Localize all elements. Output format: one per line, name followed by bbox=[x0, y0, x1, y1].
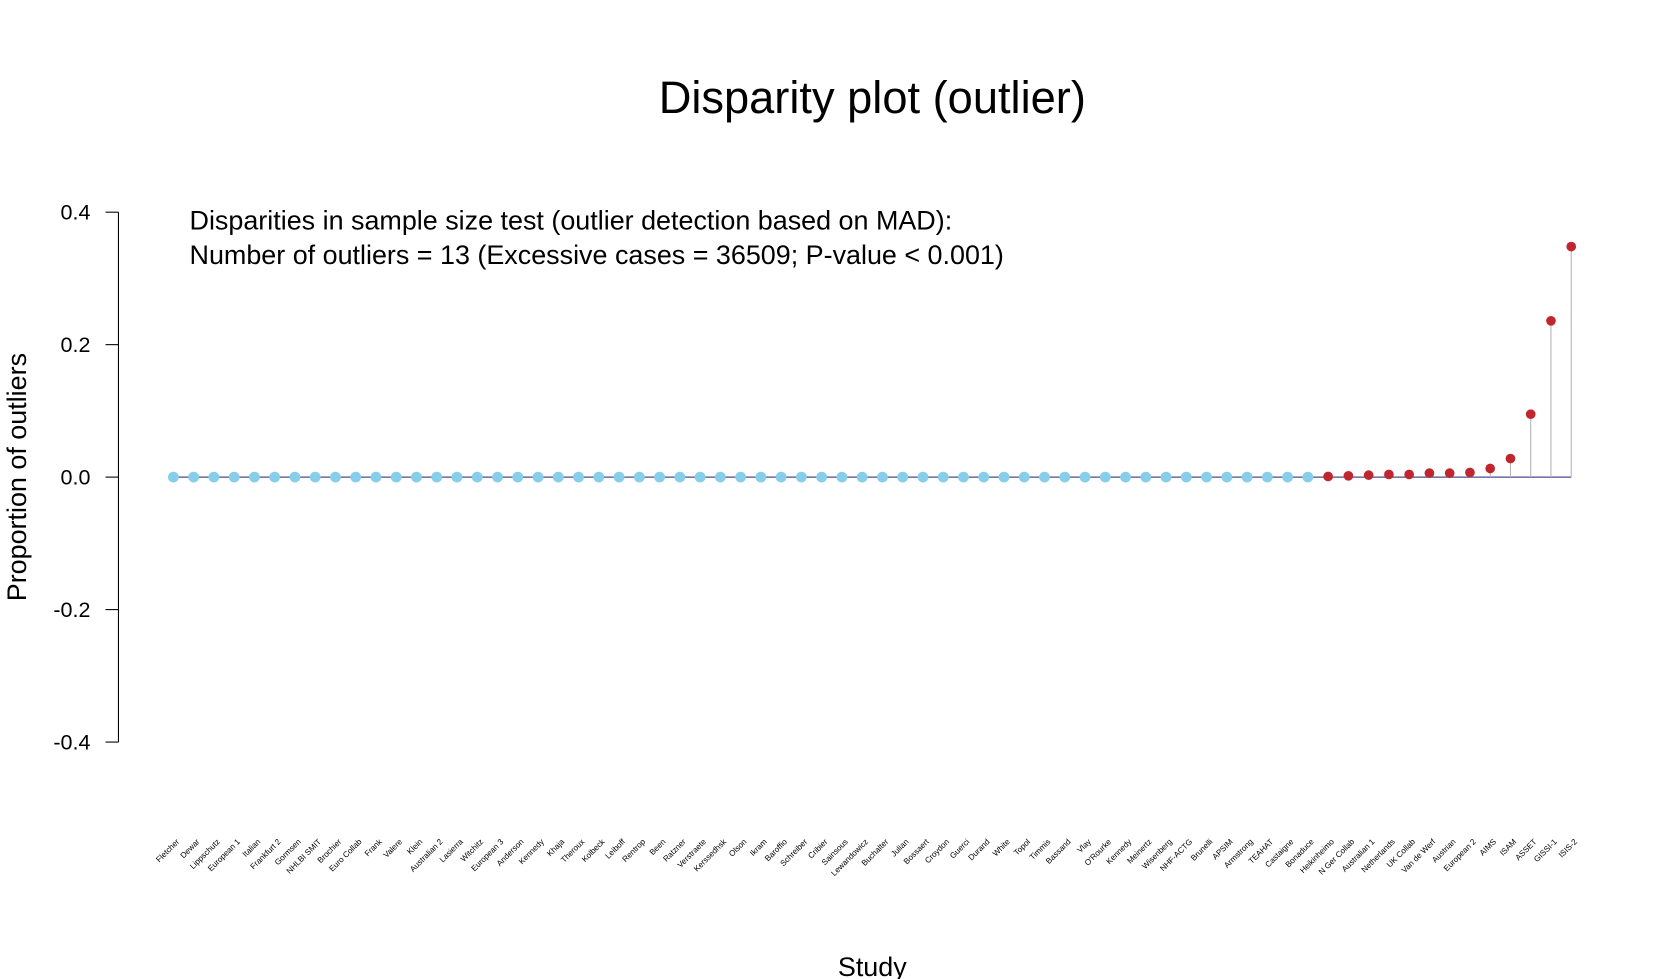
point bbox=[1201, 471, 1212, 483]
point bbox=[1180, 471, 1192, 483]
x-tick-label: Durand bbox=[967, 837, 992, 862]
point bbox=[431, 471, 443, 483]
x-tick-label: Kolbeck bbox=[580, 837, 607, 864]
point bbox=[1302, 471, 1314, 483]
point bbox=[1505, 453, 1516, 464]
point bbox=[897, 471, 909, 483]
point bbox=[1099, 471, 1111, 483]
point bbox=[168, 471, 179, 483]
point bbox=[269, 471, 281, 483]
point bbox=[755, 471, 767, 483]
point bbox=[1140, 471, 1152, 483]
point bbox=[289, 471, 301, 483]
point bbox=[1039, 471, 1050, 483]
point bbox=[309, 471, 321, 483]
y-tick-label: -0.4 bbox=[53, 731, 90, 755]
y-axis-label: Proportion of outliers bbox=[2, 353, 32, 601]
point bbox=[654, 471, 665, 483]
point bbox=[330, 471, 341, 483]
x-tick-label: ISIS-2 bbox=[1557, 837, 1580, 860]
x-tick-label: Brunelli bbox=[1189, 837, 1215, 863]
point bbox=[208, 471, 220, 483]
point bbox=[1465, 467, 1475, 478]
point bbox=[532, 471, 544, 483]
point bbox=[573, 471, 584, 483]
annotation: Disparities in sample size test (outlier… bbox=[190, 205, 953, 235]
point bbox=[471, 471, 483, 483]
point bbox=[1444, 468, 1455, 478]
point bbox=[1485, 463, 1496, 474]
point bbox=[188, 471, 200, 483]
point bbox=[1261, 471, 1273, 483]
x-tick-label: White bbox=[991, 837, 1012, 858]
point bbox=[1363, 470, 1374, 480]
x-axis-label: Study bbox=[838, 952, 907, 979]
point bbox=[411, 471, 422, 483]
point bbox=[1546, 315, 1556, 326]
point bbox=[593, 471, 605, 483]
x-tick-label: GISSI-1 bbox=[1532, 837, 1559, 864]
point bbox=[350, 471, 362, 483]
point bbox=[937, 471, 949, 483]
x-tick-label: Fletcher bbox=[154, 837, 181, 864]
point bbox=[1424, 468, 1435, 478]
point bbox=[1059, 471, 1071, 483]
point bbox=[1384, 469, 1394, 480]
point bbox=[1079, 471, 1091, 483]
point bbox=[978, 471, 990, 483]
point bbox=[451, 471, 463, 483]
point bbox=[1120, 471, 1131, 483]
point bbox=[1282, 471, 1293, 483]
annotation: Number of outliers = 13 (Excessive cases… bbox=[190, 240, 1004, 270]
point bbox=[816, 471, 828, 483]
point bbox=[735, 471, 747, 483]
x-tick-label: Valere bbox=[382, 837, 405, 860]
y-tick-label: 0.4 bbox=[61, 201, 91, 225]
point bbox=[1018, 471, 1030, 483]
point bbox=[492, 471, 503, 483]
point bbox=[228, 471, 240, 483]
point bbox=[958, 471, 969, 483]
point bbox=[796, 471, 807, 483]
point bbox=[856, 471, 868, 483]
point bbox=[714, 471, 726, 483]
point bbox=[836, 471, 848, 483]
point bbox=[1404, 469, 1415, 480]
point bbox=[552, 471, 564, 483]
point bbox=[1566, 241, 1577, 252]
point bbox=[1160, 471, 1172, 483]
y-tick-label: -0.2 bbox=[53, 598, 90, 622]
x-tick-label: Rentrop bbox=[621, 837, 648, 864]
point bbox=[1241, 471, 1253, 483]
point bbox=[998, 471, 1010, 483]
point bbox=[370, 471, 382, 483]
y-tick-label: 0.0 bbox=[61, 466, 91, 490]
x-tick-label: Frank bbox=[363, 837, 385, 859]
point bbox=[1343, 470, 1354, 481]
point bbox=[1323, 471, 1333, 482]
point bbox=[775, 471, 787, 483]
point bbox=[1221, 471, 1233, 483]
point bbox=[877, 471, 888, 483]
point bbox=[633, 471, 645, 483]
point bbox=[694, 471, 706, 483]
x-tick-label: AIMS bbox=[1478, 837, 1498, 857]
chart-title: Disparity plot (outlier) bbox=[659, 72, 1086, 123]
point bbox=[512, 471, 524, 483]
point bbox=[390, 471, 402, 483]
point bbox=[1525, 409, 1536, 420]
x-tick-label: Olson bbox=[727, 837, 748, 858]
y-tick-label: 0.2 bbox=[61, 333, 91, 357]
point bbox=[917, 471, 929, 483]
point bbox=[613, 471, 625, 483]
point bbox=[249, 471, 260, 483]
point bbox=[674, 471, 686, 483]
